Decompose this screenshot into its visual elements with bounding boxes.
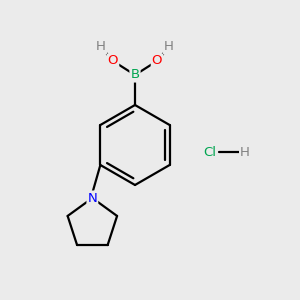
Text: N: N — [88, 191, 97, 205]
Text: H: H — [96, 40, 106, 53]
Text: H: H — [240, 146, 250, 158]
Text: O: O — [108, 55, 118, 68]
Text: O: O — [152, 55, 162, 68]
Text: Cl: Cl — [203, 146, 217, 158]
Text: H: H — [164, 40, 174, 53]
Text: B: B — [130, 68, 140, 82]
